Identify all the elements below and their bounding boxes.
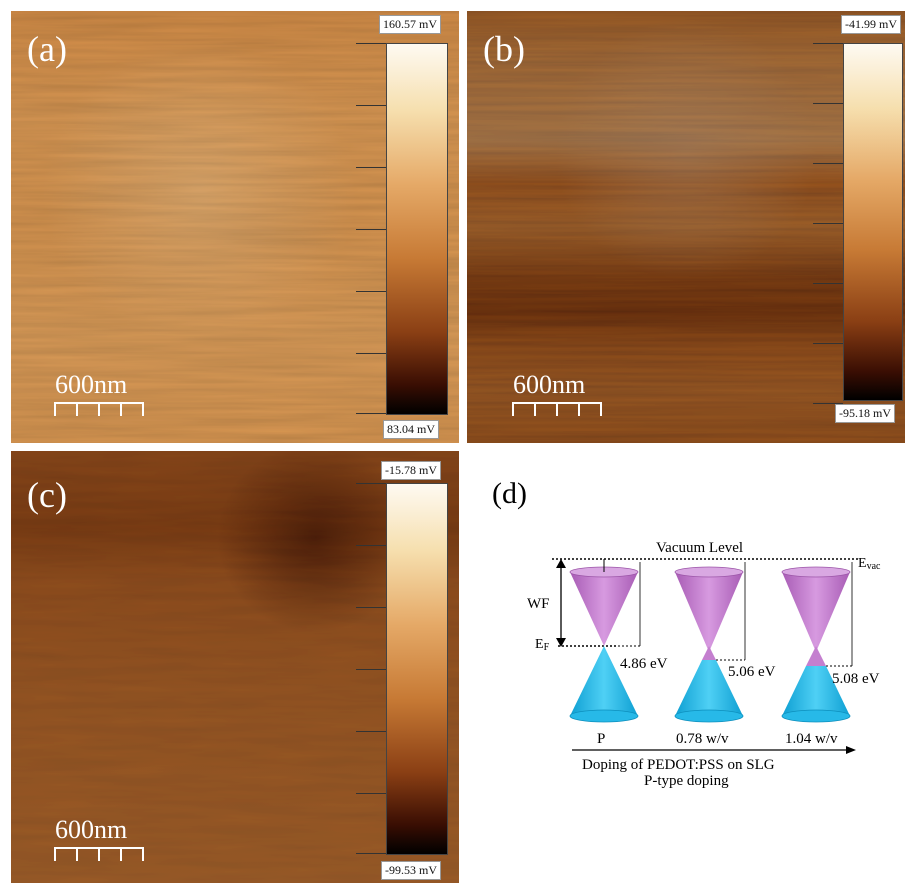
wf-label: WF (527, 596, 550, 612)
colorbar-c (386, 483, 448, 855)
panel-label-d: (d) (492, 477, 527, 510)
colorbar-max-b: -41.99 mV (841, 15, 901, 34)
colorbar-min-a: 83.04 mV (383, 420, 439, 439)
scale-bar-label-a: 600nm (55, 370, 128, 399)
panel-label-b: (b) (483, 29, 525, 69)
scale-bar-a (54, 402, 144, 418)
wf-value-1: 4.86 eV (620, 656, 668, 672)
colorbar-min-c: -99.53 mV (381, 861, 441, 880)
colorbar-min-b: -95.18 mV (835, 404, 895, 423)
colorbar-b (843, 43, 903, 401)
colorbar-ticks-c (356, 483, 386, 854)
ef-label: EF (535, 637, 550, 653)
sample-label-1: P (597, 731, 605, 747)
scale-bar-b (512, 402, 602, 418)
caption-p-type: P-type doping (644, 773, 729, 789)
afm-image-b (467, 11, 905, 443)
sample-label-2: 0.78 w/v (676, 731, 729, 747)
colorbar-a (386, 43, 448, 415)
panel-label-a: (a) (27, 29, 67, 69)
vacuum-level-label: Vacuum Level (656, 540, 743, 556)
afm-panel-b: (b) 600nm -41.99 mV -95.18 mV (467, 11, 905, 443)
colorbar-max-a: 160.57 mV (379, 15, 441, 34)
wf-value-2: 5.06 eV (728, 664, 776, 680)
scale-bar-label-c: 600nm (55, 815, 128, 844)
evac-label: Evac (858, 556, 881, 572)
wf-value-3: 5.08 eV (832, 671, 880, 687)
afm-panel-a: (a) 600nm 160.57 mV 83.04 mV (11, 11, 459, 443)
scale-bar-label-b: 600nm (513, 370, 586, 399)
afm-image-a (11, 11, 459, 443)
colorbar-ticks-a (356, 43, 386, 414)
dirac-cone-2 (674, 566, 744, 723)
panel-label-c: (c) (27, 475, 67, 515)
afm-panel-c: (c) 600nm -15.78 mV -99.53 mV (11, 451, 459, 883)
afm-image-c (11, 451, 459, 883)
caption-doping: Doping of PEDOT:PSS on SLG (582, 757, 775, 773)
colorbar-max-c: -15.78 mV (381, 461, 441, 480)
sample-label-3: 1.04 w/v (785, 731, 838, 747)
dirac-cone-1 (569, 566, 639, 723)
colorbar-ticks-b (813, 43, 843, 413)
scale-bar-c (54, 847, 144, 863)
dirac-cone-3 (781, 566, 851, 723)
